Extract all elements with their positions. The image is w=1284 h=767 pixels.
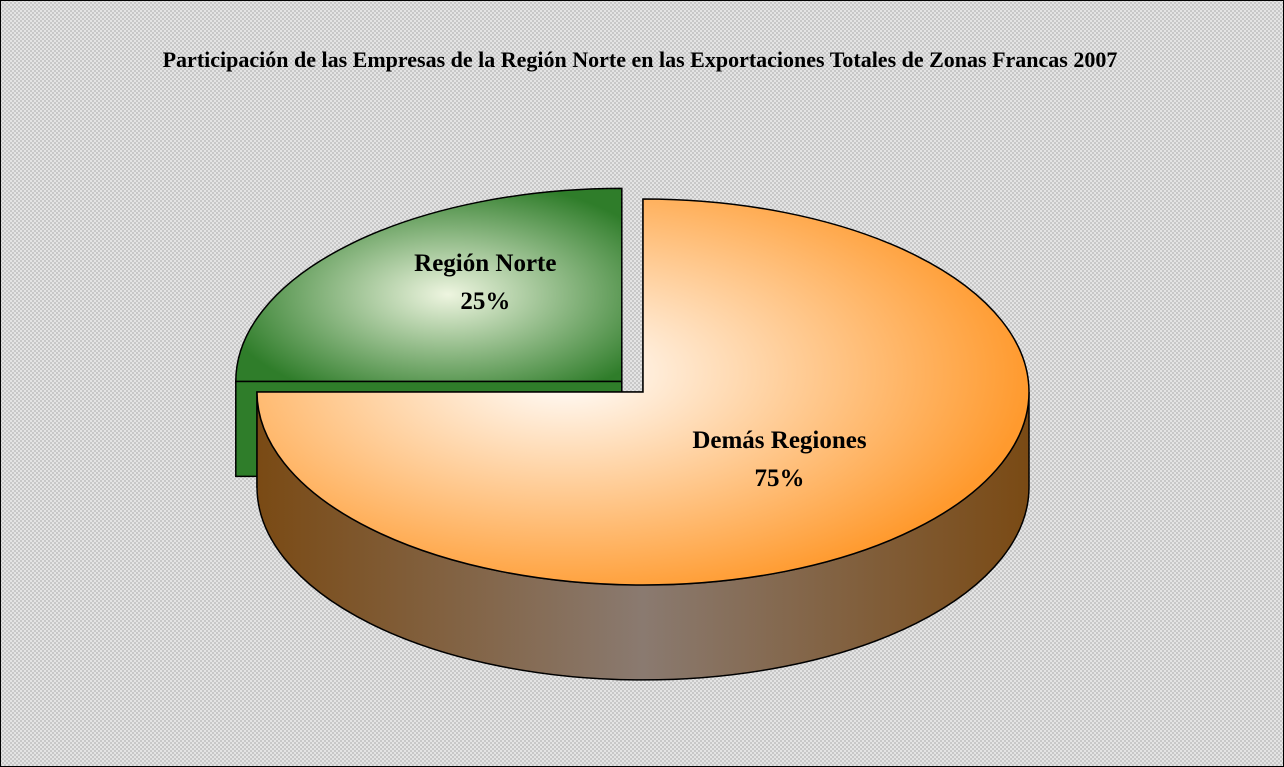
- slice: [256, 198, 1030, 586]
- slice-value-label: 75%: [754, 465, 804, 492]
- slice-label: Región Norte: [414, 250, 556, 277]
- slice: [235, 187, 623, 383]
- chart-title: Participación de las Empresas de la Regi…: [162, 47, 1118, 72]
- slice-label: Demás Regiones: [692, 427, 867, 454]
- slice-value-label: 25%: [460, 288, 510, 315]
